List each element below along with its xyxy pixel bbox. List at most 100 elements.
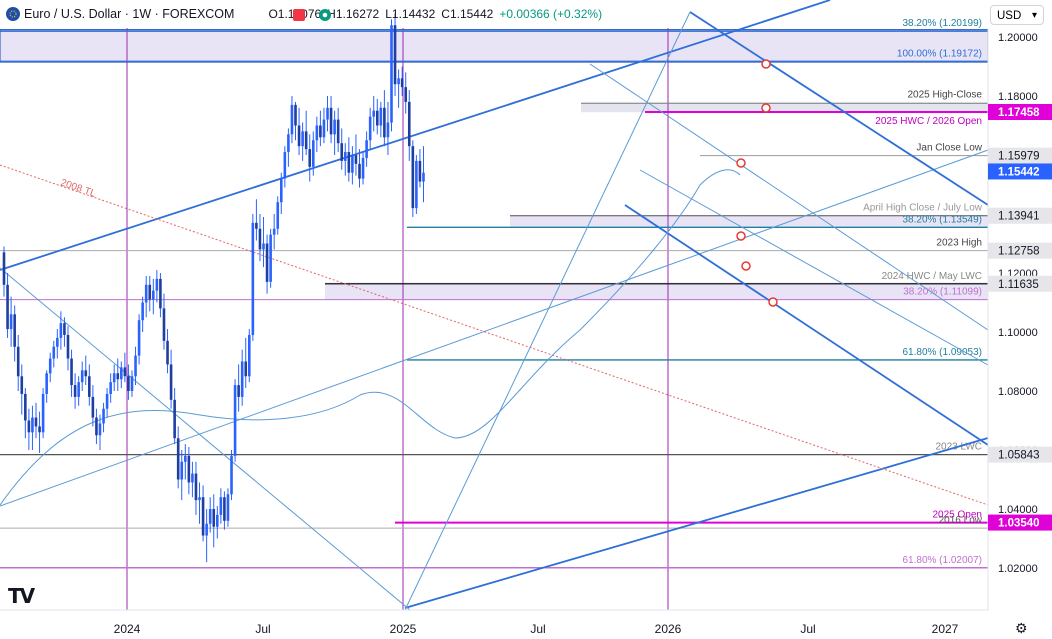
- price-badge-label: 1.13941: [998, 211, 1040, 223]
- candle-body: [319, 125, 322, 138]
- trend-line: [589, 63, 989, 331]
- tradingview-logo: TV: [8, 584, 35, 608]
- x-tick-label: 2024: [114, 622, 141, 636]
- price-axis: [988, 28, 1052, 610]
- symbol-title[interactable]: Euro / U.S. Dollar · 1W · FOREXCOM: [24, 7, 235, 21]
- candle-body: [88, 376, 91, 397]
- high-value: H1.16272: [327, 7, 380, 21]
- trend-line: [404, 437, 989, 609]
- touch-marker: [761, 103, 771, 113]
- candle-body: [56, 337, 59, 347]
- y-tick-label: 1.20000: [998, 32, 1038, 44]
- y-tick-label: 1.10000: [998, 327, 1038, 339]
- support-zone-2: [325, 282, 988, 301]
- candle-body: [123, 367, 127, 377]
- gear-icon[interactable]: ⚙: [1015, 620, 1028, 636]
- candle-body: [240, 361, 244, 397]
- eye-icon[interactable]: [318, 8, 332, 22]
- candle-body: [322, 119, 326, 138]
- y-tick-label: 1.04000: [998, 504, 1038, 516]
- candle-body: [279, 178, 283, 203]
- candle-body: [230, 455, 233, 495]
- candle-body: [340, 143, 344, 161]
- resistance-zone: [0, 29, 989, 63]
- candle-body: [294, 104, 297, 126]
- price-badge-label: 1.05843: [998, 450, 1040, 462]
- candle-body: [13, 314, 16, 347]
- price-badge: [988, 275, 1052, 292]
- candle-body: [31, 417, 34, 433]
- candle-body: [194, 473, 198, 501]
- candle-body: [20, 376, 24, 394]
- candle-body: [415, 160, 418, 209]
- trend-line: [639, 169, 989, 366]
- candle-body: [66, 334, 70, 359]
- candle-body: [390, 25, 393, 123]
- touch-marker: [736, 158, 746, 168]
- currency-selector[interactable]: USD ▾: [990, 5, 1044, 25]
- candle-body: [169, 364, 173, 400]
- candle-body: [80, 370, 84, 383]
- candle-body: [216, 514, 219, 527]
- candle-body: [326, 107, 329, 120]
- touch-marker: [761, 59, 771, 69]
- candle-body: [400, 78, 404, 88]
- candle-body: [155, 278, 159, 291]
- low-value: L1.14432: [385, 7, 436, 21]
- candle-body: [84, 370, 88, 377]
- candle-body: [159, 278, 162, 309]
- candle-body: [251, 222, 255, 335]
- candle-body: [333, 119, 336, 135]
- trend-line: [0, 149, 989, 507]
- candle-body: [59, 323, 63, 338]
- candle-body: [27, 420, 31, 433]
- y-tick-label: 1.08000: [998, 386, 1038, 398]
- candle-body: [48, 358, 52, 374]
- touch-marker: [768, 297, 778, 307]
- candle-body: [354, 155, 358, 164]
- high-close-zone: [581, 101, 988, 113]
- price-level-label: 61.80% (1.09053): [902, 347, 982, 358]
- candle-body: [311, 140, 315, 167]
- touch-marker: [736, 231, 746, 241]
- price-level-label: 61.80% (1.02007): [902, 555, 982, 566]
- candle-body: [176, 438, 180, 480]
- candle-body: [95, 417, 98, 436]
- candle-body: [52, 346, 56, 359]
- trendline-label: 2008 TL: [59, 177, 98, 199]
- candle-body: [372, 110, 376, 117]
- y-tick-label: 1.18000: [998, 91, 1038, 103]
- price-level-label: 2024 HWC / May LWC: [882, 271, 982, 282]
- candle-body: [120, 367, 123, 380]
- candle-body: [127, 376, 130, 391]
- price-level-label: 38.20% (1.13549): [902, 214, 982, 225]
- candle-body: [16, 346, 20, 377]
- price-badge: [988, 163, 1052, 180]
- candle-body: [297, 125, 301, 147]
- candle-body: [223, 497, 226, 521]
- close-value: C1.15442: [441, 7, 494, 21]
- candle-body: [269, 234, 272, 282]
- candle-body: [184, 455, 187, 462]
- candle-body: [38, 426, 41, 433]
- candle-body: [265, 243, 269, 282]
- change-value: +0.00366 (+0.32%): [499, 7, 603, 21]
- candle-body: [418, 160, 422, 182]
- candle-body: [262, 243, 265, 250]
- price-level-label: 2025 HWC / 2026 Open: [875, 116, 982, 127]
- candle-body: [130, 376, 134, 391]
- price-level-label: 2016 Low: [939, 515, 983, 526]
- candle-body: [208, 509, 212, 524]
- candle-body: [358, 163, 361, 179]
- x-tick-label: Jul: [255, 622, 270, 636]
- candle-body: [336, 119, 340, 144]
- trend-line: [689, 11, 989, 206]
- price-level-label: 2025 Open: [933, 510, 983, 521]
- price-badge-label: 1.03540: [998, 518, 1040, 530]
- candle-body: [180, 461, 184, 480]
- support-zone-1: [510, 215, 988, 228]
- price-badge-label: 1.12758: [998, 246, 1040, 258]
- flag-icon[interactable]: [292, 8, 306, 22]
- candle-body: [308, 149, 312, 167]
